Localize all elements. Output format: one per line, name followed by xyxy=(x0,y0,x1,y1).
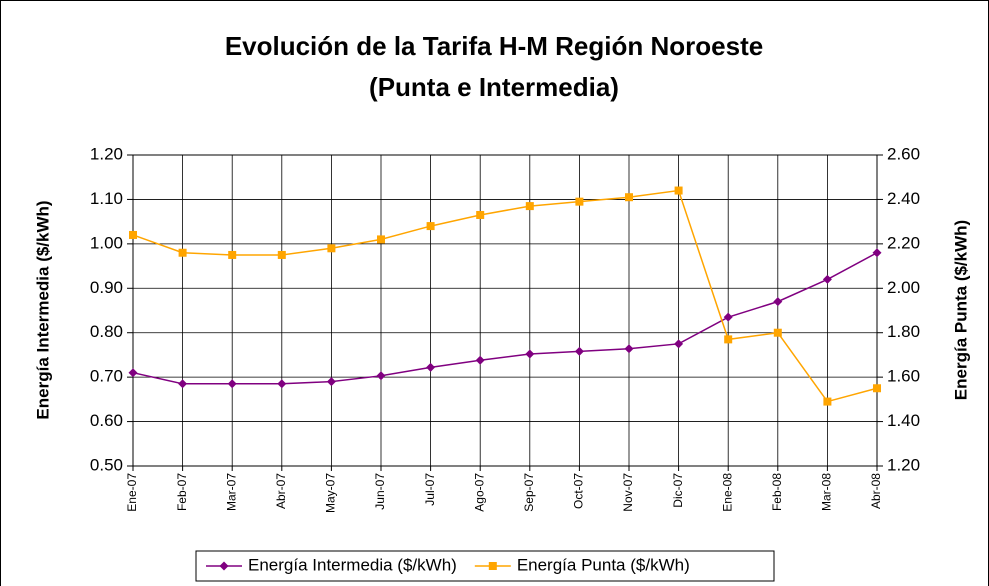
legend-label: Energía Punta ($/kWh) xyxy=(517,555,690,574)
x-tick-label: Ene-07 xyxy=(125,473,139,512)
marker xyxy=(377,235,385,244)
y-tick-label: 1.10 xyxy=(90,189,123,208)
x-tick-label: May-07 xyxy=(324,473,338,513)
y2-tick-label: 1.60 xyxy=(887,367,920,386)
marker xyxy=(476,210,485,219)
x-tick-label: Abr-08 xyxy=(869,473,883,509)
marker xyxy=(822,274,832,284)
y2-axis-label: Energía Punta ($/kWh) xyxy=(951,220,970,400)
marker xyxy=(129,230,137,239)
x-tick-label: Mar-07 xyxy=(224,473,238,511)
y-tick-label: 1.20 xyxy=(90,144,123,163)
marker xyxy=(773,328,782,337)
x-tick-label: Ago-07 xyxy=(472,473,486,512)
x-tick-label: Nov-07 xyxy=(621,473,635,512)
y-tick-label: 0.70 xyxy=(90,367,123,386)
chart-title: (Punta e Intermedia) xyxy=(369,72,619,102)
marker xyxy=(575,197,584,206)
marker xyxy=(277,379,287,389)
y-tick-label: 0.60 xyxy=(90,411,123,430)
marker xyxy=(525,349,535,359)
marker xyxy=(624,344,634,354)
legend-label: Energía Intermedia ($/kWh) xyxy=(248,555,457,574)
series-line xyxy=(132,189,878,403)
marker xyxy=(326,377,336,387)
marker xyxy=(475,355,485,365)
marker xyxy=(178,248,187,257)
x-tick-label: Ene-08 xyxy=(720,473,734,512)
marker xyxy=(625,193,633,202)
marker xyxy=(227,379,237,389)
x-tick-label: Feb-08 xyxy=(770,473,784,511)
marker xyxy=(228,250,237,259)
marker xyxy=(376,371,386,381)
marker xyxy=(426,362,436,372)
marker xyxy=(574,346,584,356)
x-tick-label: Dic-07 xyxy=(671,473,685,508)
marker xyxy=(724,335,733,344)
y-tick-label: 1.00 xyxy=(90,233,123,252)
y2-tick-label: 2.20 xyxy=(887,233,920,252)
marker xyxy=(773,297,783,307)
y-tick-label: 0.90 xyxy=(90,278,123,297)
y2-tick-label: 2.60 xyxy=(887,144,920,163)
series-line xyxy=(132,252,878,385)
y-tick-label: 0.80 xyxy=(90,322,123,341)
y2-tick-label: 1.80 xyxy=(887,322,920,341)
x-tick-label: Sep-07 xyxy=(522,473,536,512)
marker xyxy=(723,312,733,322)
marker xyxy=(823,397,832,406)
x-tick-label: Mar-08 xyxy=(820,473,834,511)
y2-tick-label: 2.40 xyxy=(887,189,920,208)
marker xyxy=(277,250,286,259)
plot-border xyxy=(132,154,878,467)
marker xyxy=(426,222,435,231)
y2-tick-label: 1.20 xyxy=(887,455,920,474)
marker xyxy=(873,384,881,393)
marker xyxy=(327,244,336,253)
x-tick-label: Jul-07 xyxy=(423,473,437,506)
marker xyxy=(674,339,684,349)
y2-tick-label: 1.40 xyxy=(887,411,920,430)
legend-marker xyxy=(488,562,497,570)
marker xyxy=(872,248,882,258)
x-tick-label: Jun-07 xyxy=(373,473,387,510)
marker xyxy=(674,186,683,195)
x-tick-label: Abr-07 xyxy=(274,473,288,509)
marker xyxy=(128,368,138,378)
x-tick-label: Oct-07 xyxy=(572,473,586,509)
legend-marker xyxy=(219,561,229,571)
marker xyxy=(525,202,534,211)
y-axis-label: Energía Intermedia ($/kWh) xyxy=(33,200,52,419)
chart-title: Evolución de la Tarifa H-M Región Noroes… xyxy=(225,31,763,61)
x-tick-label: Feb-07 xyxy=(175,473,189,511)
y2-tick-label: 2.00 xyxy=(887,278,920,297)
y-tick-label: 0.50 xyxy=(90,455,123,474)
marker xyxy=(178,379,188,389)
